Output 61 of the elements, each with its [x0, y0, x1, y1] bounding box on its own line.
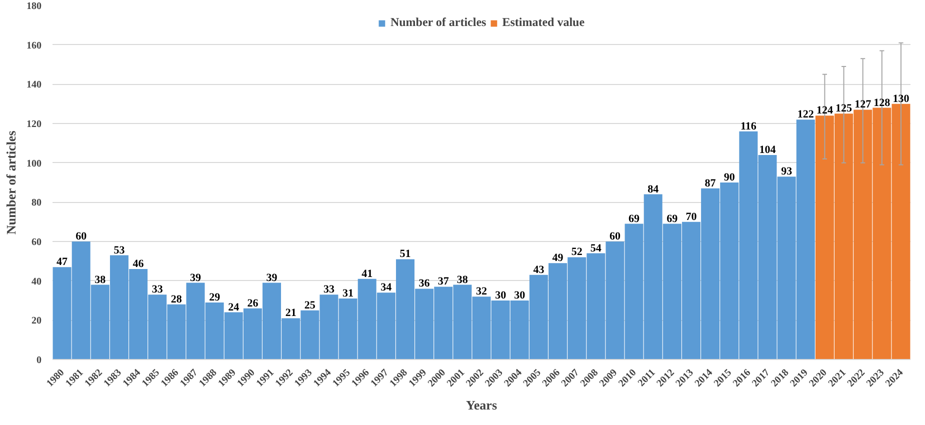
data-label: 26 — [247, 297, 259, 310]
data-label: 30 — [495, 290, 507, 302]
y-tick-label: 160 — [26, 40, 42, 52]
data-label: 116 — [740, 120, 757, 132]
data-label: 24 — [228, 301, 240, 314]
x-axis-title: Years — [466, 398, 498, 413]
data-label: 60 — [76, 230, 88, 242]
y-tick-label: 20 — [32, 316, 42, 327]
data-label: 70 — [686, 210, 698, 223]
data-label: 25 — [304, 299, 316, 312]
data-label: 90 — [724, 172, 736, 184]
y-tick-label: 180 — [26, 1, 42, 12]
data-label: 30 — [514, 290, 526, 302]
data-label: 21 — [285, 307, 296, 320]
data-label: 31 — [342, 288, 354, 300]
data-label: 33 — [152, 284, 164, 296]
y-tick-label: 40 — [32, 276, 42, 288]
y-tick-label: 80 — [32, 198, 42, 209]
legend-label: Estimated value — [502, 15, 585, 30]
data-label: 104 — [759, 144, 776, 156]
data-label: 53 — [114, 244, 126, 256]
data-label: 38 — [94, 274, 106, 286]
data-label: 51 — [400, 248, 411, 260]
data-label: 69 — [628, 212, 640, 225]
data-label: 34 — [380, 282, 392, 294]
legend-label: Number of articles — [390, 15, 486, 30]
data-label: 84 — [648, 183, 660, 196]
data-label: 41 — [362, 268, 373, 280]
data-label: 32 — [476, 286, 488, 298]
data-label: 87 — [704, 177, 716, 190]
data-label: 47 — [56, 256, 68, 268]
data-label: 125 — [836, 102, 853, 115]
data-label: 130 — [892, 92, 910, 105]
data-label: 43 — [533, 264, 545, 276]
x-tick-label: 1999 — [406, 367, 429, 390]
data-label: 69 — [666, 212, 678, 225]
data-label: 36 — [418, 278, 430, 290]
y-tick-label: 120 — [26, 119, 42, 130]
data-label: 127 — [854, 98, 872, 111]
y-tick-label: 0 — [36, 355, 42, 366]
data-label: 93 — [781, 166, 793, 178]
data-label: 33 — [323, 284, 335, 296]
data-label: 52 — [571, 246, 583, 258]
data-label: 124 — [816, 104, 834, 117]
y-axis-title: Number of articles — [4, 130, 18, 234]
y-tick-label: 100 — [26, 158, 42, 170]
data-label: 128 — [874, 96, 891, 109]
data-label: 28 — [170, 293, 182, 306]
y-tick-label: 140 — [26, 80, 42, 91]
data-label: 60 — [609, 230, 621, 242]
x-tick-label: 2011 — [636, 367, 658, 389]
data-label: 122 — [797, 108, 814, 121]
data-label: 29 — [209, 291, 221, 304]
data-label: 38 — [456, 274, 468, 286]
data-label: 37 — [438, 276, 450, 288]
data-label: 49 — [552, 252, 564, 264]
data-label: 54 — [590, 242, 602, 254]
data-label: 39 — [190, 272, 202, 284]
data-label: 46 — [132, 258, 144, 270]
data-label: 39 — [266, 272, 278, 284]
y-tick-label: 60 — [32, 237, 42, 248]
